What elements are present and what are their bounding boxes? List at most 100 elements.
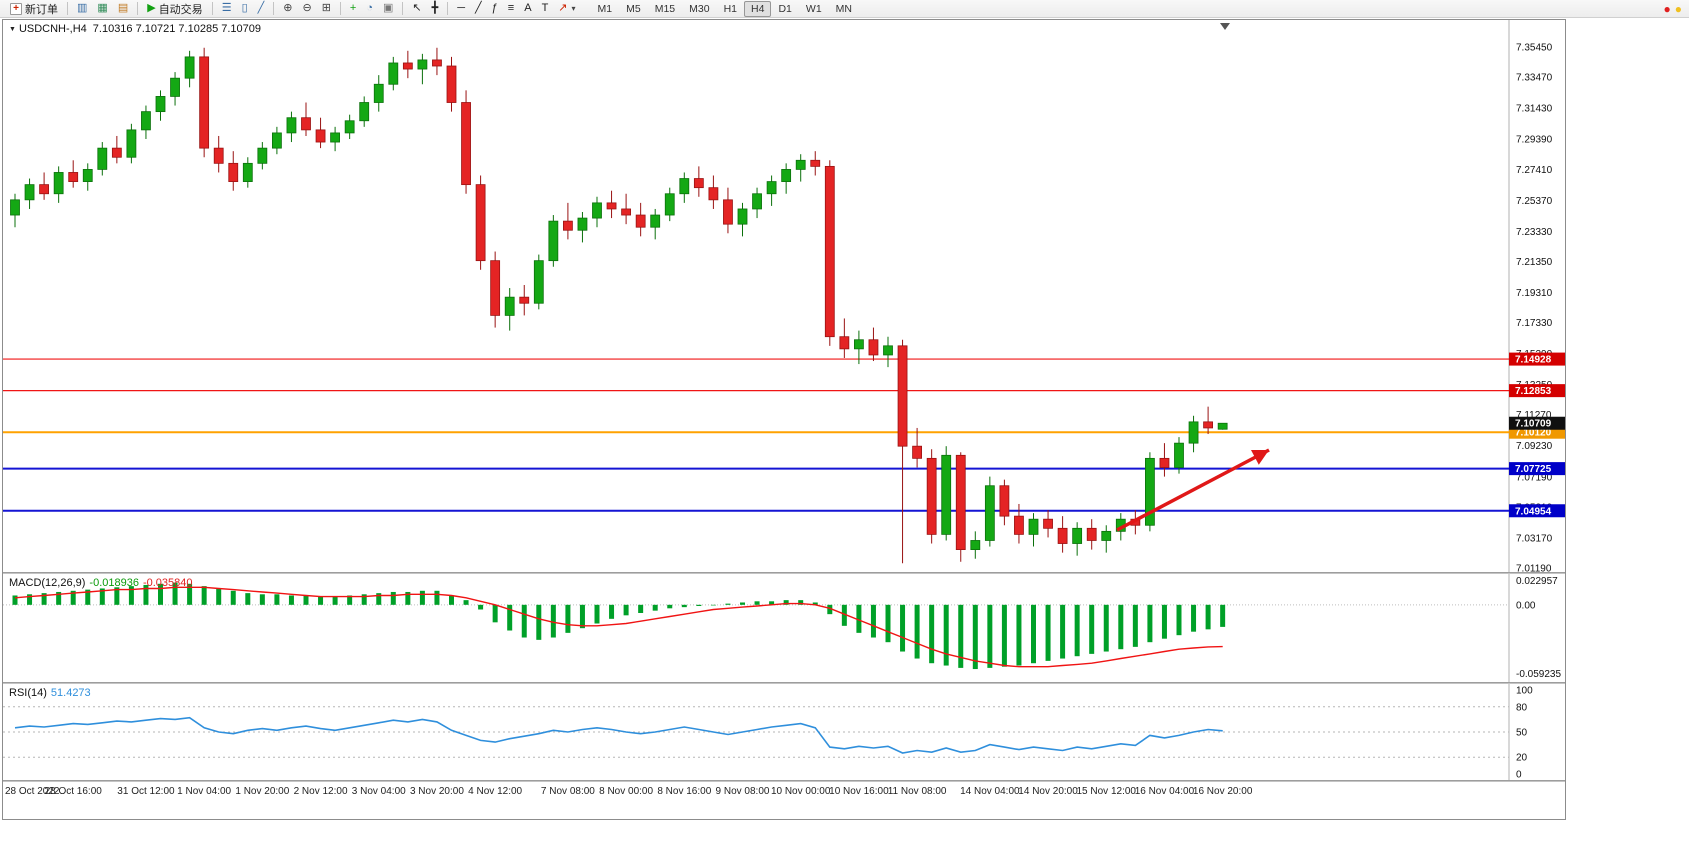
- new-order-icon: +: [10, 2, 22, 15]
- symbol-dropdown-icon[interactable]: ▼: [9, 25, 16, 33]
- price-axis-label: 7.31430: [1516, 104, 1553, 115]
- time-axis-label: 9 Nov 08:00: [715, 786, 770, 797]
- zoom-out-button[interactable]: ⊖: [297, 1, 316, 17]
- toolbar-right-group: ● ●: [1664, 3, 1685, 15]
- timeframe-h4-button[interactable]: H4: [744, 0, 772, 17]
- rsi-axis-label: 50: [1516, 728, 1528, 739]
- cursor-arrow-icon: ↖: [412, 2, 422, 14]
- fibo-tool-button[interactable]: ƒ: [487, 1, 503, 17]
- toolbar-separator: [137, 2, 139, 15]
- time-axis-label: 3 Nov 04:00: [351, 786, 406, 797]
- shapes-tool-button[interactable]: ↗ ▾: [553, 1, 580, 17]
- price-axis-label: 7.27410: [1516, 165, 1553, 176]
- timeframe-h1-button[interactable]: H1: [723, 2, 738, 15]
- text-tool-button[interactable]: A: [519, 1, 536, 17]
- timeframe-d1-button[interactable]: D1: [778, 2, 792, 15]
- hline-tool-button[interactable]: ─: [452, 1, 470, 17]
- macd-panel[interactable]: MACD(12,26,9) -0.018936 -0.035840 0.0229…: [3, 574, 1565, 682]
- toolbar-separator: [402, 2, 404, 15]
- rsi-panel[interactable]: RSI(14) 51.4273 100 80 50 20 0: [3, 684, 1565, 780]
- time-axis-label: 28 Oct 2022: [5, 786, 60, 797]
- panel-separator[interactable]: [3, 780, 1565, 782]
- time-axis[interactable]: 28 Oct 2022 28 Oct 16:00 31 Oct 12:00 1 Nov…: [3, 782, 1565, 804]
- label-t-icon: T: [541, 2, 549, 14]
- autotrading-button[interactable]: ▶ 自动交易: [142, 1, 207, 17]
- price-axis-label: 7.03170: [1516, 533, 1553, 544]
- crosshair-button[interactable]: ╋: [427, 1, 444, 17]
- cursor-button[interactable]: ↖: [407, 1, 426, 17]
- main-price-panel[interactable]: ▼ USDCNH-,H4 7.10316 7.10721 7.10285 7.1…: [3, 20, 1565, 572]
- label-tool-button[interactable]: T: [537, 1, 554, 17]
- timeframe-m15-button[interactable]: M15: [654, 2, 676, 15]
- rsi-axis-label: 80: [1516, 702, 1528, 713]
- rsi-axis-label: 0: [1516, 770, 1522, 781]
- support-line-blue-1-tag: 7.07725: [1509, 462, 1565, 476]
- timeframe-w1-button[interactable]: W1: [805, 2, 822, 15]
- toolbar-separator: [211, 2, 213, 15]
- indicators-button[interactable]: +: [345, 1, 361, 17]
- autotrading-icon: ▶: [147, 2, 156, 14]
- macd-axis-label: 0.022957: [1516, 576, 1558, 587]
- market-watch-button[interactable]: ▥: [72, 1, 92, 17]
- periods-button[interactable]: ◔: [361, 1, 378, 17]
- price-axis-label: 7.19310: [1516, 288, 1553, 299]
- time-axis-label: 10 Nov 00:00: [770, 786, 831, 797]
- timeframe-m30-button[interactable]: M30: [689, 2, 710, 15]
- rsi-axis-label: 20: [1516, 753, 1528, 764]
- timeframe-m1-button[interactable]: M1: [597, 2, 613, 15]
- macd-axis-label: -0.059235: [1516, 669, 1561, 680]
- rsi-title: RSI(14) 51.4273: [9, 687, 91, 699]
- time-axis-label: 31 Oct 12:00: [117, 786, 175, 797]
- trend-arrow-head: [1251, 450, 1269, 465]
- new-order-button[interactable]: + 新订单: [5, 1, 63, 17]
- chart-shift-marker[interactable]: [1220, 23, 1230, 30]
- time-axis-label: 4 Nov 12:00: [468, 786, 523, 797]
- macd-axis-label: 0.00: [1516, 600, 1536, 611]
- zoom-in-icon: ⊕: [283, 2, 293, 14]
- macd-signal-line: [14, 586, 1223, 668]
- resistance-line-2-tag: 7.12853: [1509, 384, 1565, 398]
- bar-chart-button[interactable]: ☰: [217, 1, 237, 17]
- svg-text:7.10709: 7.10709: [1515, 419, 1552, 430]
- rsi-chart[interactable]: 100 80 50 20 0: [3, 684, 1565, 780]
- tile-windows-button[interactable]: ⊞: [317, 1, 336, 17]
- resistance-line-1-tag: 7.14928: [1509, 352, 1565, 366]
- templates-button[interactable]: ▣: [378, 1, 398, 17]
- svg-text:7.14928: 7.14928: [1515, 355, 1552, 366]
- line-chart-button[interactable]: ╱: [253, 1, 270, 17]
- chart-window: ▼ USDCNH-,H4 7.10316 7.10721 7.10285 7.1…: [2, 19, 1566, 820]
- timeframe-mn-button[interactable]: MN: [835, 2, 852, 15]
- price-axis-label: 7.29390: [1516, 135, 1553, 146]
- panel-separator[interactable]: [3, 572, 1565, 574]
- candlestick-icon: ▯: [241, 2, 248, 14]
- time-axis-label: 8 Nov 00:00: [599, 786, 654, 797]
- zoom-in-button[interactable]: ⊕: [278, 1, 297, 17]
- autotrading-button-label: 自动交易: [158, 3, 203, 16]
- timeframe-m5-button[interactable]: M5: [626, 2, 641, 15]
- time-axis-label: 16 Nov 04:00: [1134, 786, 1195, 797]
- chart-ohlc-values: 7.10316 7.10721 7.10285 7.10709: [92, 23, 261, 35]
- line-chart-icon: ╱: [257, 2, 265, 14]
- price-axis[interactable]: 7.35450 7.33470 7.31430 7.29390 7.27410 7.253…: [1516, 43, 1553, 573]
- channels-tool-button[interactable]: ≡: [503, 1, 519, 17]
- macd-chart[interactable]: 0.022957 0.00 -0.059235: [3, 574, 1565, 682]
- data-window-button[interactable]: ▦: [92, 1, 112, 17]
- candlestick-chart-button[interactable]: ▯: [237, 1, 253, 17]
- arrow-shape-icon: ↗: [558, 2, 568, 14]
- trendline-tool-button[interactable]: ╱: [470, 1, 487, 17]
- alert-yellow-icon[interactable]: ●: [1674, 1, 1682, 16]
- rsi-axis-label: 100: [1516, 686, 1533, 697]
- time-axis-label: 15 Nov 12:00: [1076, 786, 1137, 797]
- time-axis-label: 10 Nov 16:00: [829, 786, 889, 797]
- alert-red-icon[interactable]: ●: [1663, 1, 1671, 16]
- indicators-plus-icon: +: [349, 2, 357, 14]
- panel-separator[interactable]: [3, 682, 1565, 684]
- time-axis-label: 1 Nov 20:00: [235, 786, 290, 797]
- rsi-line: [14, 716, 1223, 754]
- clock-icon: ◔: [366, 2, 373, 14]
- trend-arrow[interactable]: [1116, 448, 1270, 532]
- candlestick-chart[interactable]: 7.35450 7.33470 7.31430 7.29390 7.27410 7.253…: [3, 20, 1565, 572]
- trendline-icon: ╱: [475, 2, 482, 14]
- price-axis-label: 7.35450: [1516, 43, 1553, 54]
- terminal-button[interactable]: ▤: [113, 1, 133, 17]
